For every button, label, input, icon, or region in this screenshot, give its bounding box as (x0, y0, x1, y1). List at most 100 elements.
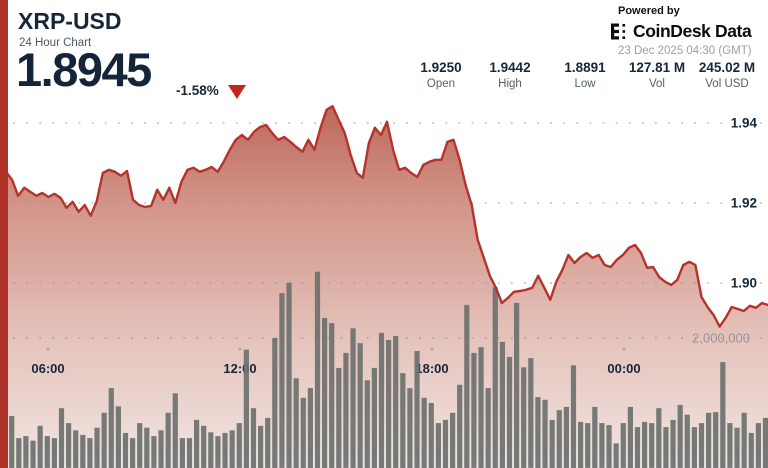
volume-bar (471, 352, 477, 468)
volume-bar (414, 351, 420, 468)
volume-bar (450, 412, 456, 468)
volume-bar (677, 404, 683, 468)
volume-bar (66, 423, 72, 468)
powered-by-label: Powered by (618, 5, 680, 17)
volume-bar (286, 282, 292, 468)
volume-bar (670, 419, 676, 468)
x-axis-label: 12:00 (223, 361, 256, 376)
volume-bar (656, 408, 662, 468)
volume-bar (236, 423, 242, 468)
volume-bar (201, 425, 207, 468)
volume-bar (407, 388, 413, 468)
volume-bar (442, 419, 449, 468)
x-tick-dot (622, 347, 626, 351)
coindesk-brand-text: CoinDesk Data (633, 21, 752, 41)
volume-bar (741, 412, 747, 468)
volume-bar (23, 436, 29, 468)
volume-bar (300, 397, 306, 468)
volume-bar (229, 430, 235, 468)
volume-bar (748, 432, 754, 468)
volume-bar (293, 378, 299, 468)
volume-bar (108, 388, 114, 468)
volume-bar (535, 397, 541, 468)
volume-bar (172, 393, 178, 468)
volume-axis-label: 2,000,000 (692, 331, 750, 346)
volume-bar (634, 427, 641, 468)
volume-bar (272, 338, 278, 468)
y-axis-label: 1.94 (731, 116, 758, 131)
x-axis-label: 06:00 (31, 361, 64, 376)
volume-bar (343, 352, 349, 468)
x-tick-dot (238, 347, 242, 351)
volume-bar (186, 438, 193, 468)
x-tick-dot (46, 347, 50, 351)
volume-bar (364, 380, 370, 468)
volume-bar (215, 436, 221, 468)
volume-bar (570, 365, 577, 468)
price-line (0, 105, 768, 328)
volume-bar (307, 388, 313, 468)
volume-bar (435, 423, 441, 468)
volume-bar (158, 430, 164, 468)
volume-bar (599, 423, 605, 468)
volume-bar (428, 403, 434, 468)
volume-bar (179, 438, 185, 468)
volume-bar (713, 412, 719, 468)
volume-bar (73, 430, 79, 468)
volume-bar (684, 414, 690, 468)
volume-bar (151, 436, 157, 468)
volume-bar (549, 419, 555, 468)
volume-bar (322, 317, 328, 468)
volume-bar (371, 367, 377, 468)
volume-bar (421, 397, 427, 468)
volume-bar (243, 349, 249, 468)
volume-bar (222, 432, 228, 468)
volume-bar (642, 421, 648, 468)
volume-bar (556, 410, 562, 468)
volume-bar (613, 443, 619, 468)
volume-bar (16, 438, 22, 468)
volume-bar (563, 406, 569, 468)
timestamp: 23 Dec 2025 04:30 (GMT) (618, 45, 752, 57)
volume-bar (755, 423, 761, 468)
volume-bar (80, 434, 86, 468)
volume-bar (592, 406, 598, 468)
coindesk-logo[interactable]: CoinDesk Data (611, 21, 752, 42)
volume-bar (627, 406, 633, 468)
accent-strip (0, 0, 8, 468)
volume-bar (30, 440, 36, 468)
volume-bar (521, 367, 527, 468)
brand-block: Powered by CoinDesk Data 23 Dec 2025 04:… (611, 5, 752, 57)
volume-bar (51, 438, 57, 468)
volume-bar (528, 358, 534, 468)
volume-bar (698, 423, 705, 468)
volume-bar (350, 328, 356, 468)
volume-bar (37, 425, 43, 468)
volume-bar (514, 302, 520, 468)
coindesk-logo-icon (611, 23, 626, 40)
volume-bar (400, 373, 406, 468)
volume-bar (250, 408, 257, 468)
x-axis-label: 00:00 (607, 361, 640, 376)
volume-bar (87, 438, 93, 468)
x-tick-dot (430, 347, 434, 351)
volume-bar (94, 427, 100, 468)
volume-bar (137, 423, 143, 468)
volume-bar (464, 304, 470, 468)
volume-bar (194, 419, 200, 468)
volume-bar (393, 336, 399, 468)
volume-bar (115, 406, 121, 468)
volume-bar (649, 423, 655, 468)
y-axis-label: 1.92 (731, 196, 757, 211)
volume-bar (734, 427, 740, 468)
volume-bar (457, 384, 463, 468)
y-axis-label: 1.90 (731, 276, 757, 291)
x-axis-label: 18:00 (415, 361, 448, 376)
volume-bar (314, 271, 321, 468)
volume-bar (122, 432, 129, 468)
volume-bar (130, 438, 136, 468)
volume-bar (706, 412, 712, 468)
volume-bar (542, 399, 548, 468)
volume-bar (762, 417, 768, 468)
